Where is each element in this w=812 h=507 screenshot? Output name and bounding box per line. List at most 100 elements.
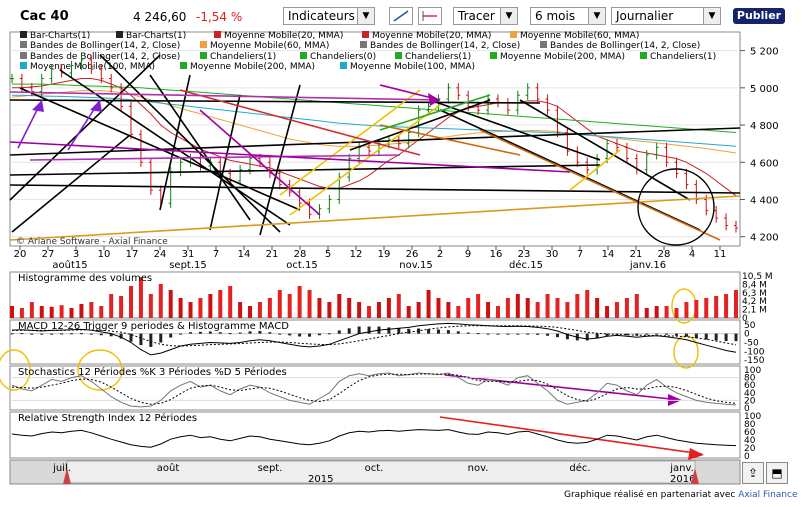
- legend-item: Moyenne Mobile(200, MMA): [500, 52, 625, 62]
- x-tick-label: 14: [238, 249, 251, 260]
- trendline[interactable]: [19, 87, 301, 211]
- trendline[interactable]: [9, 99, 541, 104]
- macd-histogram-bar: [258, 330, 262, 334]
- trendline[interactable]: [9, 54, 161, 201]
- trendline[interactable]: [29, 154, 401, 161]
- export-button[interactable]: ⇪: [742, 462, 764, 484]
- legend-swatch: [510, 31, 517, 38]
- macd-histogram-bar: [60, 333, 64, 335]
- trendline[interactable]: [149, 74, 251, 221]
- last-value: 4 246,60: [133, 10, 187, 24]
- macd-histogram-bar: [298, 333, 302, 337]
- trendline[interactable]: [9, 164, 601, 176]
- stochastics-lines: [10, 372, 740, 408]
- trendline[interactable]: [379, 124, 521, 156]
- rsi-pane: [9, 411, 741, 459]
- x-tick-label: 4: [689, 249, 695, 260]
- trendline[interactable]: [259, 84, 301, 236]
- macd-pane: [9, 319, 741, 365]
- trendline[interactable]: [379, 94, 491, 131]
- draw-dropdown[interactable]: Tracer ▼: [453, 7, 518, 25]
- y-tick-label: 100: [744, 366, 761, 376]
- navigator-handle-right[interactable]: [691, 468, 699, 484]
- macd-histogram-bar: [218, 332, 222, 334]
- interval-dropdown[interactable]: Journalier ▼: [611, 7, 721, 25]
- chevron-down-icon: ▼: [357, 8, 374, 24]
- volume-bar: [386, 298, 391, 318]
- trendline[interactable]: [209, 94, 241, 231]
- trendline[interactable]: [159, 74, 191, 211]
- y-tick-label: 80: [744, 374, 756, 384]
- volume-bar: [19, 308, 24, 318]
- trendline[interactable]: [289, 104, 441, 216]
- navigator-month: nov.: [468, 463, 489, 474]
- navigator-labels: juil. août sept. oct. nov. déc. janv.: [52, 462, 694, 474]
- legend-swatch: [214, 31, 221, 38]
- trendline[interactable]: [11, 134, 131, 233]
- volume-bar: [208, 294, 213, 318]
- footer-link[interactable]: Axial Finance: [738, 490, 798, 500]
- navigator-handle-left[interactable]: [63, 468, 71, 484]
- volume-bar: [644, 308, 649, 318]
- legend-swatch: [300, 52, 307, 59]
- macd-histogram-bar: [436, 329, 440, 334]
- volume-bar: [545, 294, 550, 318]
- macd-histogram-bar: [228, 333, 232, 335]
- macd-histogram-bar: [129, 333, 133, 342]
- stochastic-d-line: [11, 373, 737, 405]
- trendline[interactable]: [444, 374, 681, 401]
- macd-histogram-bar: [149, 333, 153, 347]
- highlight-circle[interactable]: [637, 168, 715, 246]
- trendline[interactable]: [439, 416, 703, 455]
- trendline[interactable]: [429, 99, 601, 161]
- navigator-year-2016: 2016: [670, 474, 695, 485]
- trendline[interactable]: [9, 91, 441, 101]
- draw-horizontal-tool[interactable]: [418, 7, 442, 25]
- volume-bar: [654, 306, 659, 318]
- x-month-label: août15: [52, 259, 87, 271]
- fullscreen-button[interactable]: ⬒: [766, 462, 788, 484]
- change-percent: -1,54 %: [196, 10, 243, 24]
- volume-bar: [575, 294, 580, 318]
- volume-bar: [198, 298, 203, 318]
- user-drawings[interactable]: [0, 54, 741, 460]
- publish-button[interactable]: Publier: [733, 8, 785, 24]
- volume-bar: [10, 306, 14, 318]
- trendline[interactable]: [479, 129, 721, 241]
- period-dropdown[interactable]: 6 mois ▼: [530, 7, 606, 25]
- trendline[interactable]: [9, 195, 741, 241]
- x-tick-label: 11: [714, 249, 727, 260]
- volume-bar: [486, 302, 491, 318]
- legend-swatch: [340, 62, 347, 69]
- y-tick-label: 0: [742, 314, 748, 324]
- volume-bar: [238, 302, 243, 318]
- trendline[interactable]: [519, 99, 691, 201]
- draw-line-tool[interactable]: [389, 7, 413, 25]
- volume-bar: [466, 298, 471, 318]
- legend-item: Bar-Charts(1): [126, 31, 186, 41]
- trendline[interactable]: [199, 109, 321, 216]
- legend-item: Chandeliers(1): [650, 52, 716, 62]
- trendline[interactable]: [59, 69, 291, 226]
- indicators-dropdown[interactable]: Indicateurs ▼: [283, 7, 375, 25]
- y-tick-label: 4 600: [750, 158, 779, 169]
- legend-item: Bandes de Bollinger(14, 2, Close): [30, 52, 180, 62]
- trendline[interactable]: [279, 89, 421, 196]
- trendline[interactable]: [179, 89, 421, 156]
- navigator-month: janv.: [669, 463, 694, 474]
- trendline[interactable]: [439, 109, 701, 231]
- volume-bar: [148, 294, 153, 318]
- y-tick-label: 60: [744, 381, 756, 391]
- trendline[interactable]: [9, 141, 571, 173]
- macd-histogram-bar: [40, 333, 44, 335]
- highlight-circle[interactable]: [0, 349, 31, 391]
- highlight-circle[interactable]: [77, 349, 123, 391]
- volume-bar: [228, 286, 233, 318]
- macd-histogram-bar: [179, 333, 183, 335]
- macd-histogram-bar: [278, 333, 282, 335]
- trendline[interactable]: [569, 149, 621, 191]
- volume-y-axis: 10,5 M8,4 M6,3 M4,2 M2,1 M0: [742, 272, 773, 324]
- signal-line: [11, 325, 737, 347]
